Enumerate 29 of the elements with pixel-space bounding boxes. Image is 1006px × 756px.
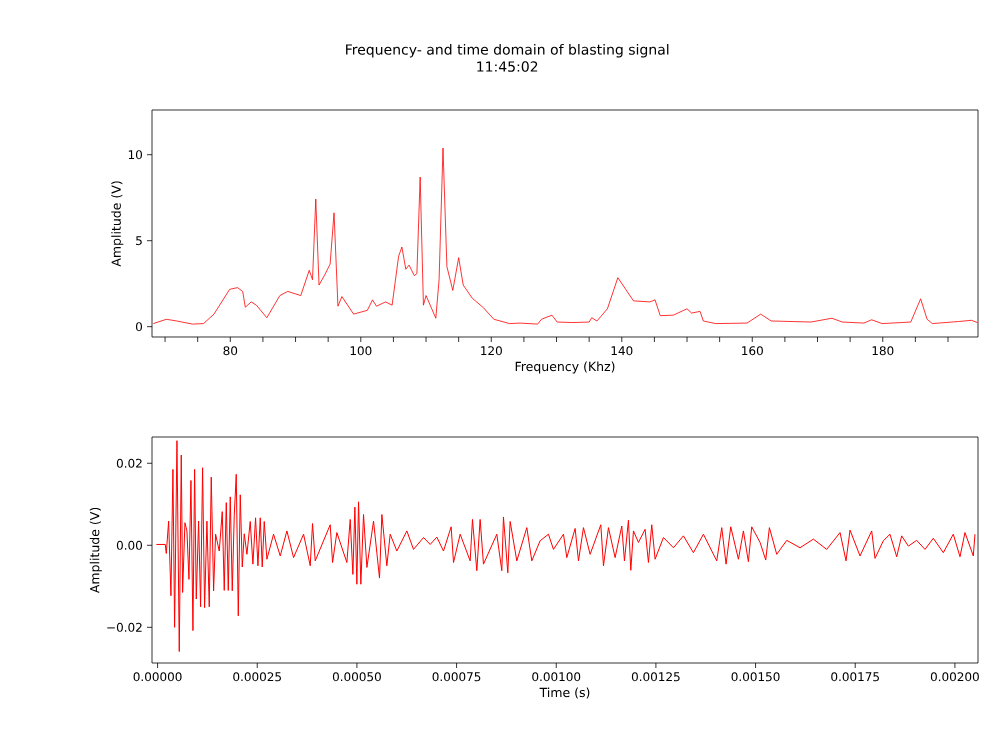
x-axis-title: Frequency (Khz) bbox=[515, 361, 615, 374]
x-axis-title: Time (s) bbox=[539, 687, 590, 699]
y-axis-title: Amplitude (V) bbox=[89, 507, 102, 594]
x-tick-label: 0.00075 bbox=[432, 672, 481, 682]
x-tick-label: 0.00175 bbox=[831, 672, 879, 682]
line-series bbox=[152, 147, 978, 325]
y-tick-label: −0.02 bbox=[107, 622, 142, 632]
chart-subtitle: 11:45:02 bbox=[477, 61, 538, 72]
x-tick-label: 120 bbox=[481, 346, 502, 356]
x-tick-label: 0.00100 bbox=[532, 672, 581, 682]
x-tick-label: 0.00025 bbox=[233, 672, 281, 682]
x-tick-label: 180 bbox=[872, 346, 894, 356]
chart-title: Frequency- and time domain of blasting signal bbox=[346, 43, 669, 58]
y-axis-title: Amplitude (V) bbox=[111, 181, 124, 267]
x-tick-label: 0.00000 bbox=[133, 672, 182, 682]
x-tick-label: 0.00150 bbox=[731, 672, 780, 682]
y-tick-label: 0.02 bbox=[116, 458, 142, 468]
line-series bbox=[155, 440, 976, 653]
x-tick-label: 160 bbox=[742, 346, 763, 356]
x-tick-label: 100 bbox=[350, 346, 372, 356]
x-tick-label: 80 bbox=[223, 346, 238, 356]
y-tick-label: 10 bbox=[128, 150, 143, 160]
x-tick-label: 140 bbox=[611, 346, 633, 356]
x-tick-label: 0.00125 bbox=[631, 672, 680, 682]
x-tick-label: 0.00050 bbox=[332, 672, 381, 682]
y-tick-label: 0 bbox=[135, 322, 143, 332]
x-tick-label: 0.00200 bbox=[930, 672, 979, 682]
y-tick-label: 0.00 bbox=[116, 540, 143, 550]
y-tick-label: 5 bbox=[136, 236, 142, 246]
